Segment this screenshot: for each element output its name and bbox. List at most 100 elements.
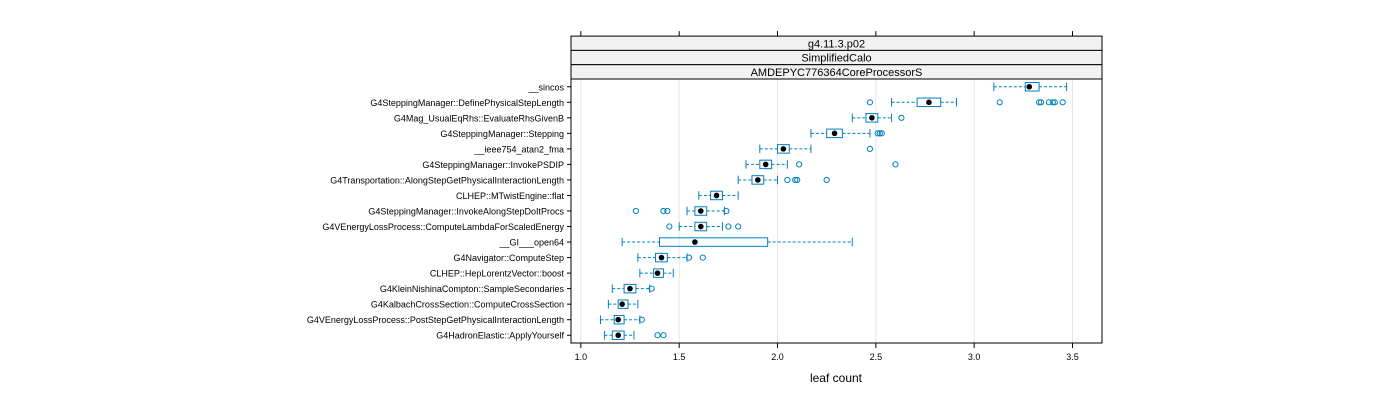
category-label: G4KalbachCrossSection::ComputeCrossSecti… <box>371 300 564 310</box>
outlier-point <box>866 145 874 152</box>
outlier-point <box>685 254 693 261</box>
box-rect <box>826 128 843 139</box>
outlier-point <box>823 176 830 184</box>
box-rect <box>694 221 708 232</box>
box-series: CLHEP::MTwistEngine::flat <box>456 190 739 201</box>
outlier-point <box>866 99 874 106</box>
x-tick-label: 1.5 <box>673 352 686 362</box>
outlier-point <box>898 114 905 121</box>
outlier-point <box>874 130 881 137</box>
box-series: G4Transportation::AlongStepGetPhysicalIn… <box>330 175 830 185</box>
box-rect <box>617 299 629 309</box>
x-tick-label: 3.5 <box>1066 352 1079 362</box>
box-series: G4VEnergyLossProcess::ComputeLambdaForSc… <box>322 221 742 232</box>
box-rect <box>611 330 625 340</box>
median-dot <box>627 285 633 292</box>
median-dot <box>1026 83 1033 90</box>
median-dot <box>780 146 787 152</box>
box-rect <box>751 175 765 185</box>
category-label: G4SteppingManager::Stepping <box>440 129 564 139</box>
x-tick-label: 2.0 <box>771 352 784 362</box>
outlier-point <box>792 176 799 184</box>
box-rect <box>613 314 625 325</box>
outlier-point <box>632 207 640 215</box>
box-rect <box>1024 82 1040 92</box>
box-rect <box>694 206 708 216</box>
outlier-point <box>784 176 791 184</box>
box-rect <box>623 283 637 294</box>
outlier-point <box>654 332 661 339</box>
box-rect <box>659 237 769 247</box>
median-dot <box>698 223 704 230</box>
x-tick-label: 3.0 <box>968 352 981 362</box>
box-rect <box>916 97 942 108</box>
median-dot <box>619 301 625 307</box>
box-rect <box>655 252 668 263</box>
box-series: G4HadronElastic::ApplyYourself <box>436 330 667 341</box>
category-label: __ieee754_atan2_fma <box>473 144 564 154</box>
box-series: G4SteppingManager::InvokePSDIP <box>422 159 899 170</box>
category-label: G4VEnergyLossProcess::PostStepGetPhysica… <box>307 315 564 325</box>
outlier-point <box>892 161 899 168</box>
box-rect <box>865 113 879 123</box>
box-series: G4SteppingManager::InvokeAlongStepDoItPr… <box>368 206 730 217</box>
median-dot <box>831 130 838 137</box>
category-label: G4KleinNishinaCompton::SampleSecondaries <box>380 284 565 294</box>
box-series: G4Navigator::ComputeStep <box>453 252 706 263</box>
box-series: G4SteppingManager::Stepping <box>440 128 885 139</box>
outlier-point <box>648 285 655 292</box>
outlier-point <box>660 332 667 339</box>
outlier-point <box>796 161 803 168</box>
outlier-point <box>735 223 742 230</box>
category-label: G4SteppingManager::DefinePhysicalStepLen… <box>370 98 564 108</box>
median-dot <box>755 177 761 183</box>
category-label: CLHEP::MTwistEngine::flat <box>456 191 565 201</box>
outlier-point <box>699 254 706 261</box>
box-series: __ieee754_atan2_fma <box>473 144 874 154</box>
x-tick-label: 2.5 <box>870 352 883 362</box>
median-dot <box>692 239 698 245</box>
box-series: G4Mag_UsualEqRhs::EvaluateRhsGivenB <box>394 113 905 123</box>
box-rect <box>777 144 790 154</box>
box-series: G4KleinNishinaCompton::SampleSecondaries <box>380 283 655 294</box>
grid-layer <box>580 79 1073 343</box>
category-label: __sincos <box>527 82 564 92</box>
box-series: G4VEnergyLossProcess::PostStepGetPhysica… <box>307 314 645 325</box>
outlier-point <box>878 130 885 137</box>
category-label: __GI___open64 <box>498 238 564 248</box>
median-dot <box>713 192 720 199</box>
box-rect <box>759 159 773 170</box>
outlier-point <box>1059 99 1066 106</box>
outlier-point <box>723 207 730 215</box>
outlier-point <box>1035 99 1043 106</box>
category-label: G4HadronElastic::ApplyYourself <box>436 331 564 341</box>
median-dot <box>926 99 932 106</box>
box-series: G4KalbachCrossSection::ComputeCrossSecti… <box>371 299 639 310</box>
box-series: G4SteppingManager::DefinePhysicalStepLen… <box>370 97 1066 108</box>
outlier-point <box>876 130 883 137</box>
strip-label: SimplifiedCalo <box>801 53 871 65</box>
panel-frame <box>570 78 1103 344</box>
box-series: __sincos <box>527 82 1068 92</box>
outlier-point <box>638 316 645 323</box>
strip-layer: g4.11.3.p02 SimplifiedCalo AMDEPYC776364Co… <box>570 35 1103 80</box>
category-label: G4VEnergyLossProcess::ComputeLambdaForSc… <box>322 222 564 232</box>
median-dot <box>698 208 704 214</box>
x-axis-label: leaf count <box>810 371 863 385</box>
category-label: G4SteppingManager::InvokeAlongStepDoItPr… <box>368 207 564 217</box>
strip-box <box>570 64 1103 80</box>
strip-label: AMDEPYC776364CoreProcessorS <box>751 67 923 79</box>
x-tick-label: 1.0 <box>575 352 588 362</box>
box-rect <box>710 190 723 201</box>
category-label: G4Navigator::ComputeStep <box>453 253 564 263</box>
box-series: CLHEP::HepLorentzVector::boost <box>430 268 674 279</box>
median-dot <box>615 332 621 339</box>
strip-label: g4.11.3.p02 <box>808 38 865 50</box>
median-dot <box>654 270 661 276</box>
outlier-point <box>1049 99 1056 106</box>
median-dot <box>658 254 665 261</box>
median-dot <box>615 316 621 323</box>
outlier-point <box>660 207 667 215</box>
